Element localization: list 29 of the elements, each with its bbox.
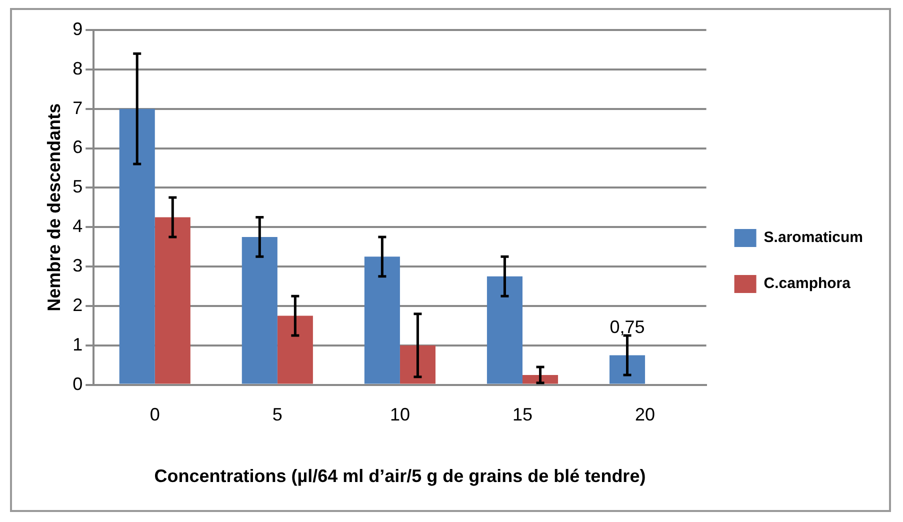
- x-tick-label: 10: [390, 404, 410, 425]
- data-label: 0,75: [610, 317, 645, 338]
- legend-label: S.aromaticum: [764, 229, 864, 246]
- y-tick-label: 4: [72, 216, 83, 236]
- x-tick-label: 0: [150, 404, 160, 425]
- x-tick-label: 5: [272, 404, 282, 425]
- y-tick-label: 3: [72, 256, 83, 276]
- y-tick-label: 0: [72, 374, 83, 394]
- x-axis-title: Concentrations (µl/64 ml d’air/5 g de grains de blé tendre): [154, 466, 646, 486]
- y-tick-label: 1: [72, 334, 83, 354]
- y-tick-label: 9: [72, 18, 83, 39]
- y-tick-label: 6: [72, 137, 83, 158]
- bar: [277, 316, 313, 384]
- bar: [522, 374, 558, 384]
- x-tick-label: 15: [512, 404, 533, 425]
- y-tick-label: 2: [72, 294, 83, 315]
- x-tick-label: 20: [635, 404, 656, 425]
- bar: [609, 355, 646, 384]
- y-tick-label: 7: [72, 98, 83, 118]
- bar: [154, 217, 190, 384]
- bar: [242, 236, 278, 384]
- legend-label: C.camphora: [764, 275, 852, 292]
- y-axis-title: Nembre de descendants: [44, 103, 64, 312]
- bar: [119, 108, 155, 384]
- bar: [400, 345, 436, 384]
- bar: [364, 256, 400, 384]
- y-tick-label: 8: [72, 58, 83, 78]
- bar: [486, 276, 522, 384]
- y-tick-label: 5: [72, 176, 83, 197]
